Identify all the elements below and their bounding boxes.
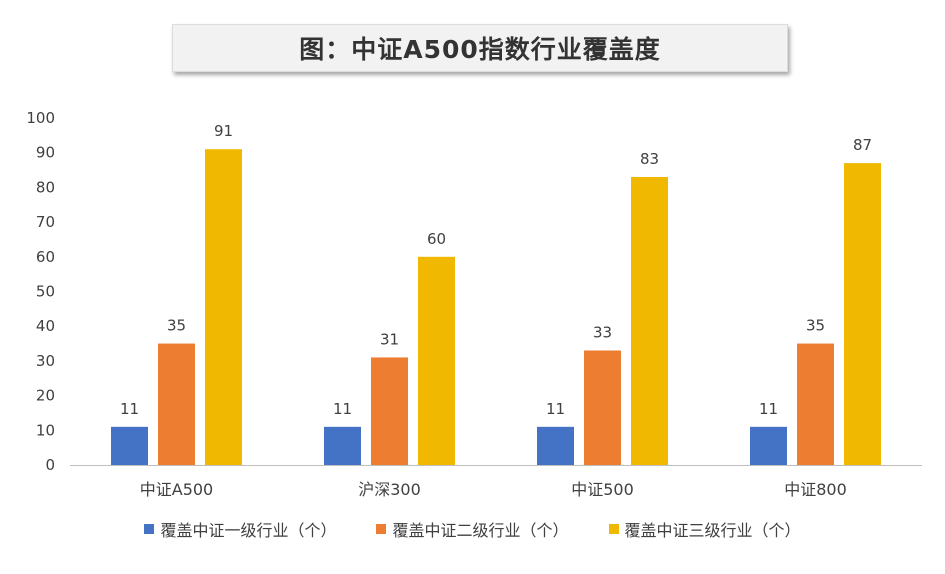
bar [418,256,455,465]
bar [844,163,881,466]
x-tick-label: 中证800 [784,480,847,499]
bar [158,343,195,465]
legend-item-level3: 覆盖中证三级行业（个） [608,517,801,541]
data-label: 11 [120,400,139,418]
y-tick-label: 20 [36,387,55,405]
data-label: 83 [640,150,659,168]
bar [324,426,361,465]
data-label: 11 [546,400,565,418]
y-tick-label: 0 [45,456,55,474]
y-tick-label: 10 [36,421,55,439]
legend-swatch-level2 [376,524,387,534]
y-tick-label: 60 [36,248,55,266]
bar [371,357,408,465]
legend: 覆盖中证一级行业（个） 覆盖中证二级行业（个） 覆盖中证三级行业（个） [0,518,945,540]
y-tick-label: 80 [36,178,55,196]
y-tick-label: 30 [36,352,55,370]
y-axis: 0 10 20 30 40 50 60 70 80 90 100 [26,109,55,474]
data-label: 11 [333,400,352,418]
data-label: 11 [759,400,778,418]
legend-swatch-level1 [144,524,155,534]
y-tick-label: 50 [36,283,55,301]
data-labels-group: 11 35 91 11 31 60 11 33 83 11 35 87 [120,122,872,418]
x-axis: 中证A500 沪深300 中证500 中证800 [70,465,922,499]
bars-group [111,149,881,466]
x-tick-label: 中证500 [571,480,634,499]
y-tick-label: 90 [36,144,55,162]
legend-swatch-level3 [608,524,619,534]
y-tick-label: 100 [26,109,55,127]
data-label: 33 [593,323,612,341]
y-tick-label: 70 [36,213,55,231]
bar [537,426,574,465]
data-label: 91 [214,122,233,140]
legend-item-level2: 覆盖中证二级行业（个） [376,517,569,541]
data-label: 35 [167,317,186,335]
bar [111,426,148,465]
bar [584,350,621,465]
x-tick-label: 中证A500 [140,480,214,499]
bar [631,176,668,466]
chart-title-box: 图：中证A500指数行业覆盖度 [172,24,788,72]
data-label: 87 [853,136,872,154]
x-tick-label: 沪深300 [358,480,421,499]
data-label: 60 [427,230,446,248]
legend-label-level3: 覆盖中证三级行业（个） [624,521,801,540]
data-label: 35 [806,317,825,335]
chart-title: 图：中证A500指数行业覆盖度 [299,35,661,64]
data-label: 31 [380,330,399,348]
legend-label-level1: 覆盖中证一级行业（个） [160,521,337,540]
bar [750,426,787,465]
bar [797,343,834,465]
y-tick-label: 40 [36,317,55,335]
bar [205,149,242,466]
legend-item-level1: 覆盖中证一级行业（个） [144,517,336,541]
legend-label-level2: 覆盖中证二级行业（个） [392,521,569,540]
